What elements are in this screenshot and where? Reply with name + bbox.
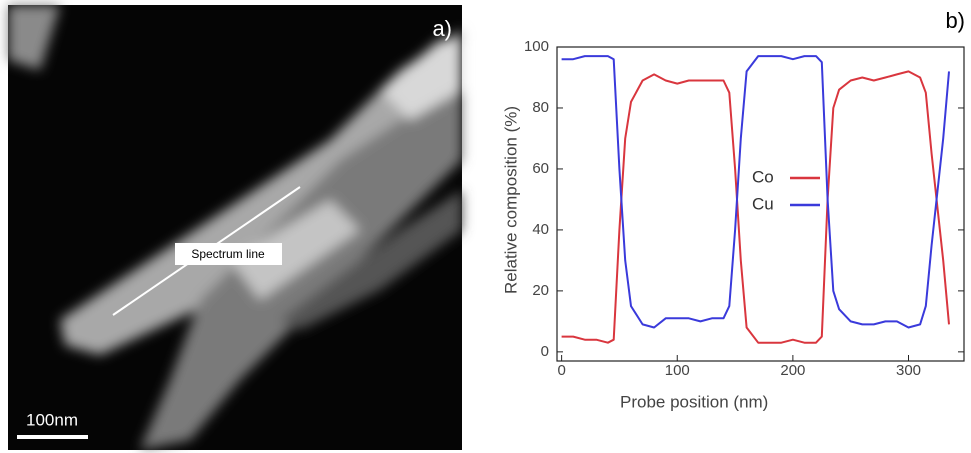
- series-line: [561, 70, 950, 344]
- plot-frame: [556, 46, 965, 362]
- legend-label: Co: [752, 167, 774, 186]
- micrograph: Spectrum line a) 100nm: [8, 5, 462, 450]
- x-tick-label: 100: [665, 362, 690, 379]
- nanowires: [8, 5, 462, 450]
- y-tick-label: 0: [541, 343, 549, 360]
- panel-label: a): [432, 16, 452, 41]
- x-axis-label: Probe position (nm): [620, 392, 768, 411]
- series-line: [561, 55, 950, 329]
- y-axis-label: Relative composition (%): [501, 106, 520, 294]
- annotation: Spectrum line: [191, 247, 265, 261]
- y-tick-label: 40: [532, 221, 549, 238]
- panel-label: b): [945, 8, 965, 33]
- legend-label: Cu: [752, 194, 774, 213]
- x-tick-label: 300: [896, 362, 921, 379]
- x-tick-label: 0: [557, 362, 565, 379]
- y-tick-label: 80: [532, 99, 549, 116]
- scale-bar-label: 100nm: [26, 410, 78, 429]
- y-tick-label: 20: [532, 282, 549, 299]
- annotation-box: [175, 243, 282, 265]
- y-tick-label: 60: [532, 160, 549, 177]
- y-tick-label: 100: [524, 38, 549, 55]
- x-tick-label: 200: [780, 362, 805, 379]
